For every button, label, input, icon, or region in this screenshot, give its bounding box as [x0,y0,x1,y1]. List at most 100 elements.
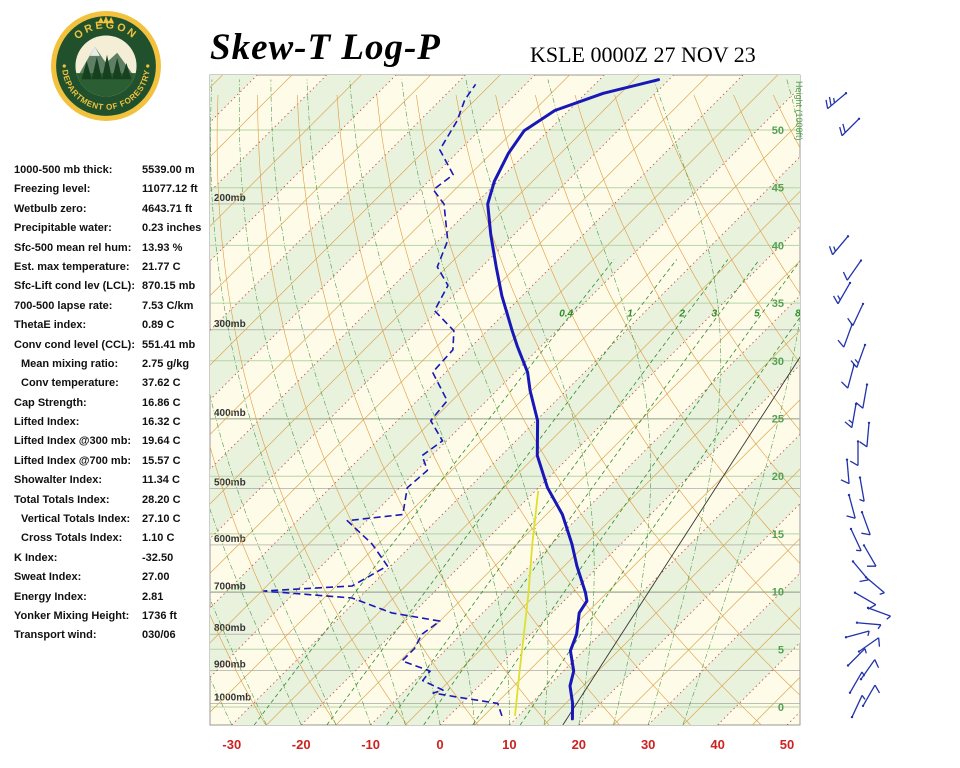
height-gridlines [210,129,800,708]
moist-adiabats [210,79,800,725]
pressure-label: 700mb [214,582,246,593]
wind-barb-icon [859,659,880,681]
index-row: Precipitable water: 0.23 inches [14,222,214,241]
pressure-label: 900mb [214,660,246,671]
index-row: 700-500 lapse rate: 7.53 C/km [14,300,214,319]
index-row: Freezing level: 11077.12 ft [14,183,214,202]
index-value: 11077.12 ft [142,183,198,196]
index-label: ThetaE index: [14,319,87,332]
wind-barb-icon [849,440,860,467]
pressure-label: 1000mb [214,692,251,703]
index-value: 870.15 mb [142,280,196,293]
index-label: Energy Index: [14,590,87,603]
index-label: Est. max temperature: [14,260,130,273]
index-row: Sfc-Lift cond lev (LCL): 870.15 mb [14,280,214,299]
index-label: 1000-500 mb thick: [14,164,113,176]
index-value: 11.34 C [142,474,180,487]
height-label: 35 [772,298,784,310]
temp-tick-label: 10 [502,737,516,752]
index-row: Mean mixing ratio: 2.75 g/kg [14,358,214,377]
index-value: 2.81 [142,590,164,603]
index-label: 700-500 lapse rate: [14,299,113,312]
temp-axis-labels: -30 -20 -10 0 10 20 30 40 50 [222,737,794,752]
index-row: Sweat Index: 27.00 [14,571,214,590]
wind-barbs [825,92,891,719]
pressure-label: 200mb [214,193,246,204]
index-row: Vertical Totals Index: 27.10 C [14,513,214,532]
height-label: 20 [772,471,784,483]
temp-tick-label: -10 [361,737,380,752]
index-value: 2.75 g/kg [142,357,190,370]
isotherms-solid [210,75,800,725]
wind-barb-icon [861,684,881,708]
temp-tick-label: 40 [710,737,724,752]
index-value: 16.86 C [142,396,181,409]
height-label: 5 [778,644,784,656]
odf-logo: OREGON DEPARTMENT OF FORESTRY [51,11,161,121]
wind-barb-icon [848,671,866,694]
index-value: 37.62 C [142,377,181,390]
index-label: Total Totals Index: [14,493,110,506]
index-row: Cross Totals Index: 1.10 C [14,532,214,551]
height-axis-labels: 0 5 10 15 20 25 30 35 40 45 50 [772,125,784,714]
mixing-ratio-label: 1 [627,308,633,319]
pressure-label: 600mb [214,534,246,545]
index-row: Yonker Mixing Height: 1736 ft [14,610,214,629]
mixing-ratio-label: 3 [712,308,718,319]
index-label: Conv temperature: [21,377,119,390]
index-value: 15.57 C [142,454,181,467]
index-label: Precipitable water: [14,222,112,235]
index-label: Lifted Index @300 mb: [14,435,132,448]
index-label: Vertical Totals Index: [21,513,131,526]
parcel-trace [514,490,540,716]
index-value: 0.23 inches [142,222,202,235]
wind-barb-icon [855,383,869,409]
index-label: Sfc-500 mean rel hum: [14,241,132,254]
height-label: 0 [778,702,784,714]
temp-tick-label: -30 [222,737,241,752]
index-value: 030/06 [142,629,176,642]
index-value: 28.20 C [142,493,181,506]
index-row: Transport wind: 030/06 [14,629,214,648]
mixing-ratio-label: 5 [754,308,760,319]
wind-barb-icon [850,694,866,719]
wind-barb-icon [860,510,871,536]
wind-barb-icon [850,343,867,368]
logo-left-dot [62,64,66,68]
pressure-label: 500mb [214,477,246,488]
index-label: Conv cond level (CCL): [14,338,136,351]
wind-barb-icon [846,493,856,519]
reference-line [562,356,800,725]
logo-right-dot [146,64,150,68]
index-row: Est. max temperature: 21.77 C [14,261,214,280]
wind-barb-icon [858,476,865,502]
index-label: Cross Totals Index: [21,532,123,545]
wind-barb-icon [837,323,854,348]
height-label: 45 [772,183,784,195]
dry-adiabats [210,94,800,725]
height-label: 30 [772,356,784,368]
wind-barb-icon [849,527,862,552]
index-row: Lifted Index: 16.32 C [14,416,214,435]
index-label: Transport wind: [14,629,97,642]
wind-barb-icon [840,458,850,485]
index-value: 27.10 C [142,513,181,526]
index-row: Wetbulb zero: 4643.71 ft [14,203,214,222]
wind-barb-icon [828,235,850,256]
pressure-gridlines: 200mb 300mb 400mb 500mb 600mb 700mb 800mb 900mb… [210,193,800,704]
height-label: 40 [772,240,784,252]
wind-barb-icon [862,544,877,567]
wind-barb-icon [846,648,867,667]
index-value: 1736 ft [142,609,177,622]
index-value: 551.41 mb [142,338,196,351]
index-label: Sfc-Lift cond lev (LCL): [14,280,135,293]
index-row: Energy Index: 2.81 [14,591,214,610]
index-value: 13.93 % [142,241,183,254]
temp-tick-label: 30 [641,737,655,752]
index-row: Total Totals Index: 28.20 C [14,494,214,513]
height-label: 25 [772,414,784,426]
temperature-trace [486,78,660,721]
wind-barb-icon [832,281,852,305]
index-label: Mean mixing ratio: [21,357,119,370]
index-value: 21.77 C [142,260,181,273]
